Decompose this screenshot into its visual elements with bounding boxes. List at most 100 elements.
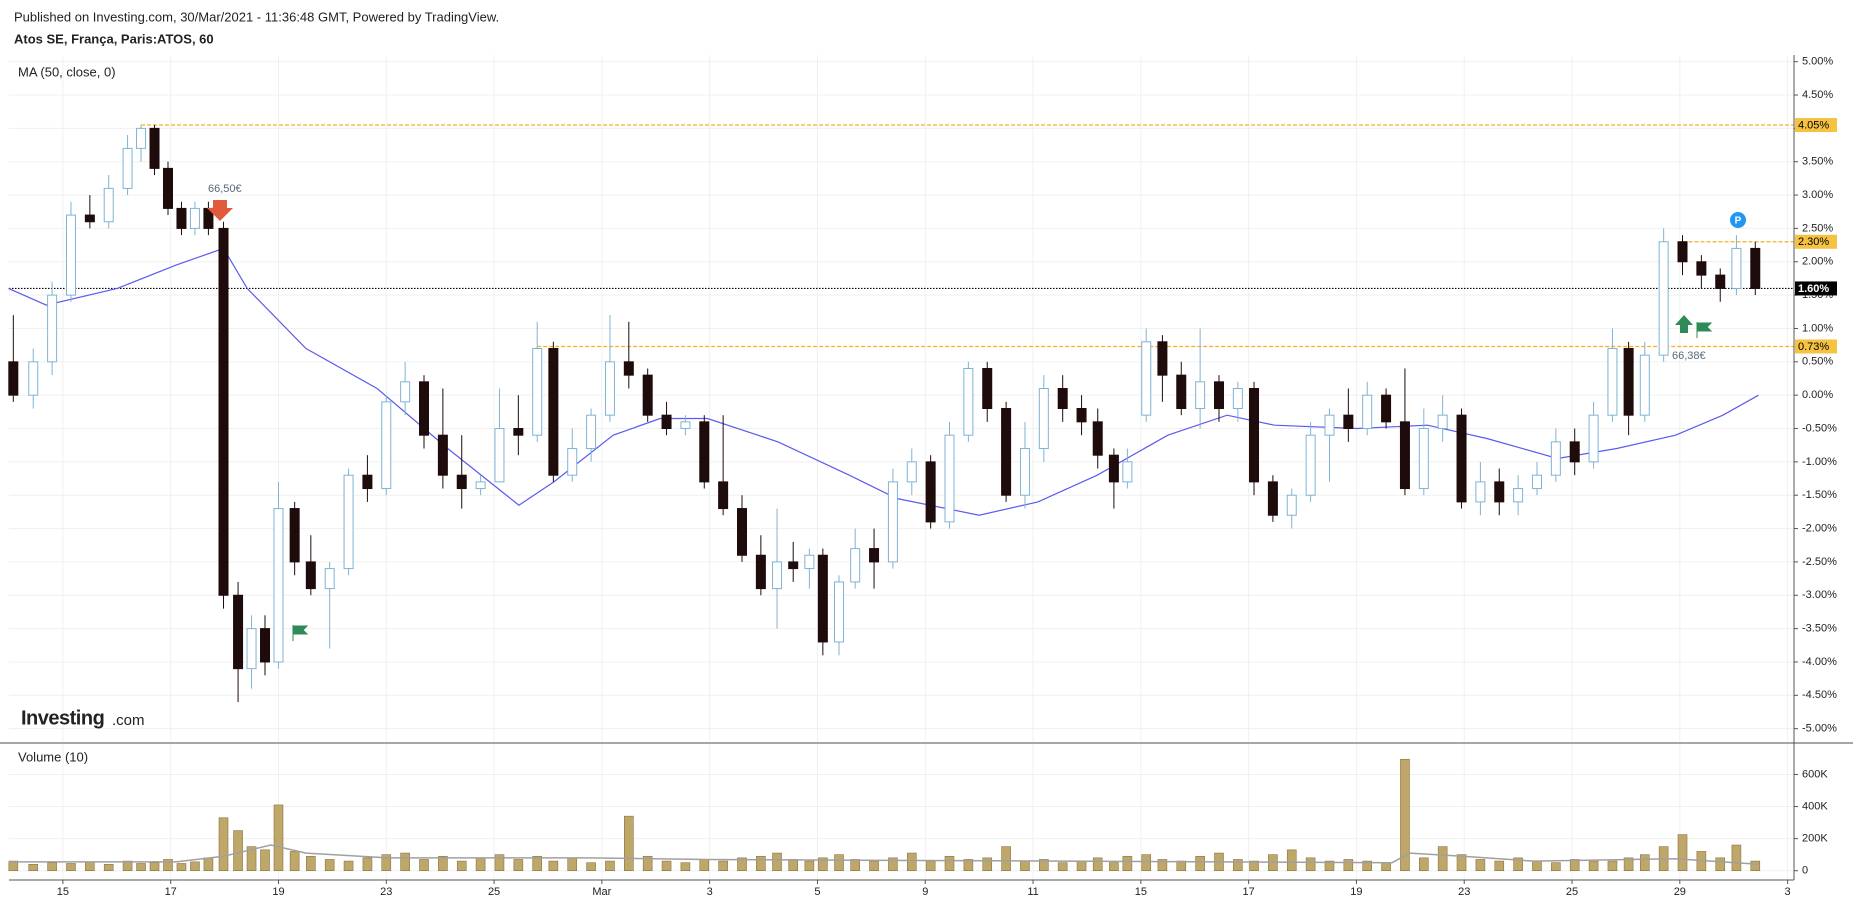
volume-bar	[1001, 846, 1011, 871]
volume-bar	[699, 859, 710, 871]
volume-bar	[804, 860, 815, 871]
x-tick-label: 3	[1785, 886, 1791, 898]
level-label: 2.30%	[1798, 236, 1829, 248]
volume-bar	[122, 860, 133, 871]
candle-body	[494, 428, 505, 483]
volume-bar	[1588, 860, 1599, 871]
volume-bar	[494, 854, 505, 871]
candle-body	[1286, 494, 1297, 516]
candle-body	[1607, 347, 1618, 416]
marker-label: P	[1735, 216, 1742, 227]
candle-body	[1232, 387, 1243, 410]
candle-body	[437, 434, 448, 476]
volume-bar	[1141, 854, 1152, 871]
candle-body	[218, 227, 229, 596]
candle-body	[1437, 414, 1448, 430]
candle-body	[103, 187, 114, 223]
volume-bar	[306, 855, 316, 871]
x-tick-label: 15	[57, 886, 69, 898]
x-tick-label: 15	[1135, 886, 1147, 898]
volume-bar	[475, 857, 486, 871]
candle-body	[1001, 408, 1012, 496]
candle-body	[1343, 414, 1354, 430]
volume-bar	[419, 859, 429, 871]
volume-bar	[1607, 860, 1618, 871]
candle-body	[47, 294, 58, 363]
candle-body	[149, 127, 160, 169]
x-tick-label: 3	[707, 886, 713, 898]
volume-bar	[925, 860, 936, 871]
candle-body	[419, 381, 430, 436]
volume-bar	[869, 860, 879, 871]
x-tick-label: 23	[380, 886, 392, 898]
x-tick-label: 25	[1566, 886, 1578, 898]
y-tick-label: 0.50%	[1802, 356, 1833, 368]
volume-bar	[246, 846, 257, 871]
candle-body	[1658, 241, 1669, 356]
candle-body	[1057, 387, 1068, 410]
volume-bar	[818, 857, 828, 871]
volume-bar	[680, 862, 691, 871]
volume-bar	[381, 854, 392, 871]
y-tick-label: 0	[1802, 865, 1808, 877]
volume-bar	[438, 855, 448, 871]
volume-bar	[1750, 860, 1761, 871]
logo-suffix: .com	[112, 712, 145, 729]
y-tick-label: -4.00%	[1802, 656, 1837, 668]
candle-body	[260, 628, 271, 663]
candle-body	[906, 461, 917, 483]
candle-body	[1108, 454, 1119, 483]
y-tick-label: 0.00%	[1802, 389, 1833, 401]
volume-bar	[362, 857, 373, 871]
volume-bar	[1400, 758, 1410, 871]
volume-bar	[982, 857, 993, 871]
volume-bar	[888, 857, 898, 871]
volume-bar	[47, 862, 57, 871]
candle-body	[604, 361, 615, 416]
y-tick-label: -4.50%	[1802, 689, 1837, 701]
candle-body	[233, 594, 244, 670]
candle-body	[1494, 481, 1505, 503]
x-tick-label: 17	[1243, 886, 1255, 898]
candle-body	[1456, 414, 1467, 503]
candle-body	[289, 508, 300, 563]
candle-body	[586, 414, 597, 450]
volume-bar	[1249, 860, 1259, 871]
volume-bar	[1569, 859, 1580, 871]
volume-bar	[1475, 859, 1486, 871]
x-tick-label: 11	[1027, 886, 1038, 898]
volume-bar	[586, 862, 596, 871]
volume-bar	[260, 849, 270, 871]
volume-bar	[850, 859, 860, 871]
candle-body	[1569, 441, 1580, 463]
volume-bar	[834, 854, 844, 871]
volume-bar	[1677, 834, 1688, 871]
volume-bar	[1532, 860, 1542, 871]
volume-bar	[136, 863, 146, 871]
level-badge	[1795, 281, 1837, 296]
candle-body	[1715, 274, 1726, 289]
volume-bar	[203, 857, 214, 871]
annotations: 66,50€ 66,38€ P	[207, 183, 1746, 641]
candle-body	[1019, 448, 1030, 496]
volume-bar	[1362, 860, 1373, 871]
candle-body	[136, 127, 147, 149]
flag	[292, 625, 309, 641]
x-tick-label: 17	[165, 886, 177, 898]
volume-bar	[1731, 844, 1742, 871]
volume-bar	[103, 863, 114, 871]
candle-body	[1076, 408, 1087, 423]
y-tick-label: 400K	[1802, 800, 1828, 812]
y-tick-label: -2.00%	[1802, 522, 1837, 534]
candle-body	[8, 361, 19, 396]
logo-main: Investing	[21, 707, 104, 729]
level-badge	[1795, 118, 1837, 133]
candle-body	[1267, 481, 1278, 516]
candle-body	[699, 421, 710, 483]
candle-body	[718, 481, 729, 510]
volume-bar	[176, 863, 187, 871]
candle-body	[1122, 461, 1133, 483]
marker-circle	[1730, 212, 1746, 228]
candle-body	[944, 434, 955, 523]
